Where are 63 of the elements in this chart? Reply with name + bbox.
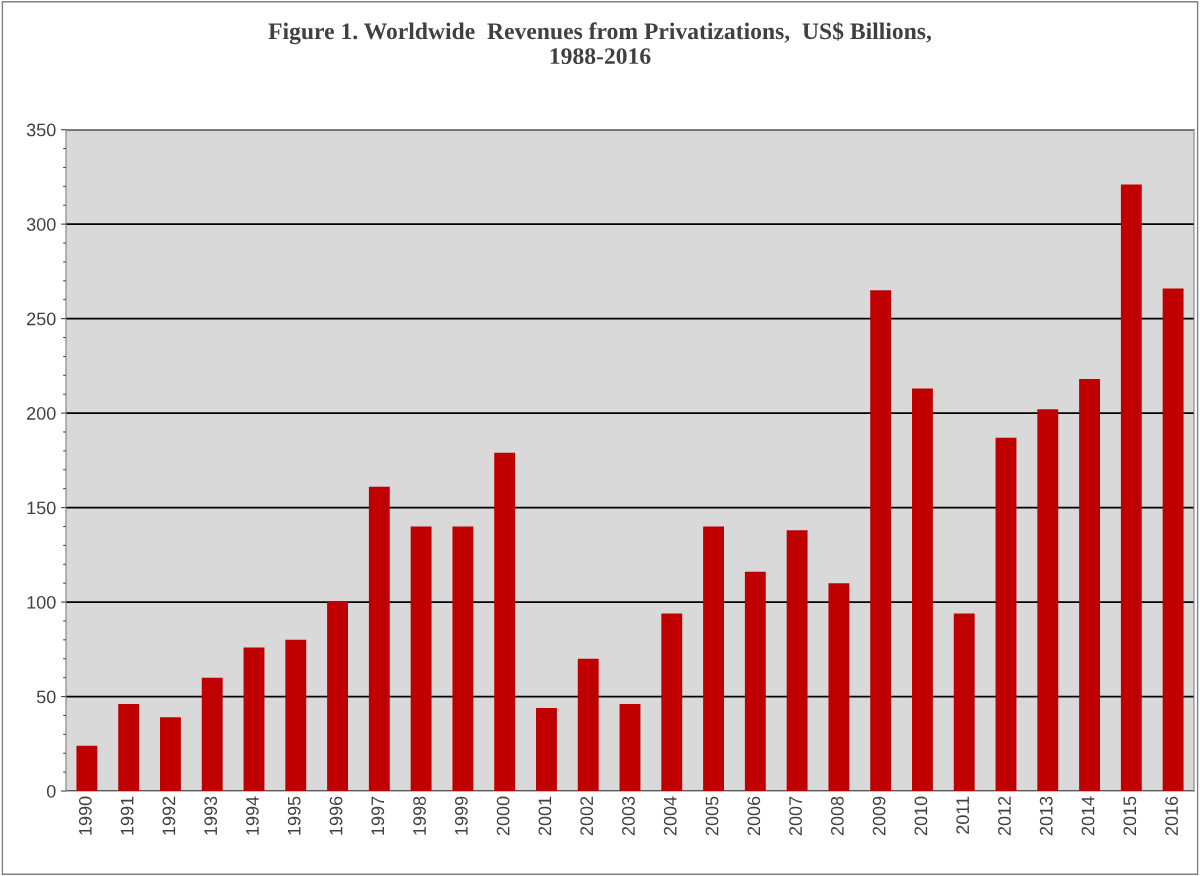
- x-tick-label: 2004: [663, 796, 677, 836]
- bar: [577, 658, 599, 792]
- bar: [786, 530, 808, 792]
- x-tick-label: 1994: [246, 796, 259, 835]
- x-tick-label: 2000: [496, 796, 510, 836]
- y-tick-label: 300: [26, 218, 56, 231]
- bar: [201, 677, 223, 792]
- x-tick-label: 2014: [1081, 796, 1095, 836]
- y-tick-label: 150: [27, 501, 56, 515]
- x-tick-label: 1996: [329, 796, 343, 835]
- bar: [76, 745, 98, 792]
- y-tick-label: 100: [27, 596, 56, 609]
- x-tick-label: 1993: [204, 796, 218, 835]
- x-tick-label: 2006: [747, 796, 761, 836]
- bar: [828, 583, 850, 792]
- y-tick-label: 50: [36, 690, 56, 704]
- x-tick-label: 1999: [454, 796, 468, 835]
- bar: [243, 647, 265, 792]
- bar: [327, 602, 348, 792]
- x-tick-label: 2015: [1123, 796, 1137, 836]
- y-tick-label: 250: [27, 312, 56, 326]
- bar: [1037, 409, 1059, 792]
- x-tick-label: 2002: [580, 796, 594, 836]
- x-tick-label: 2011: [956, 796, 970, 834]
- x-tick-label: 2008: [830, 796, 844, 836]
- x-tick-label: 1997: [371, 796, 385, 835]
- x-tick-label: 2005: [705, 796, 719, 836]
- x-tick-label: 2001: [538, 796, 552, 836]
- x-tick-label: 1991: [120, 796, 134, 835]
- x-tick-label: 1998: [413, 796, 426, 835]
- x-tick-label: 2012: [998, 796, 1011, 836]
- x-tick-label: 2009: [872, 796, 886, 836]
- x-tick-label: 2013: [1039, 796, 1053, 836]
- x-tick-label: 2016: [1165, 796, 1178, 836]
- bar: [661, 613, 683, 792]
- x-tick-label: 1990: [78, 796, 92, 835]
- x-tick-label: 1995: [287, 796, 301, 835]
- bar: [1162, 288, 1184, 792]
- y-tick-label: 200: [27, 407, 56, 420]
- bar: [536, 707, 557, 792]
- bar: [619, 704, 641, 792]
- bar: [118, 704, 140, 792]
- bar: [494, 452, 516, 792]
- chart-title: Figure 1. Worldwide Revenues from Privatizations, US$ Billions, 1988-2016: [268, 21, 931, 65]
- bar: [744, 571, 766, 792]
- x-tick-label: 1992: [162, 796, 176, 835]
- bar: [368, 486, 390, 792]
- bar: [953, 613, 975, 792]
- bar: [1079, 379, 1100, 792]
- bar: [912, 388, 933, 792]
- bar: [1120, 184, 1142, 792]
- bar: [995, 437, 1017, 792]
- y-tick-label: 350: [26, 123, 56, 137]
- x-tick-label: 2003: [622, 796, 635, 836]
- x-tick-label: 2010: [914, 796, 928, 836]
- bar: [452, 526, 474, 792]
- bar: [160, 717, 181, 792]
- bar: [703, 526, 724, 792]
- y-tick-label: 0: [46, 784, 56, 798]
- bar: [410, 526, 432, 792]
- x-tick-label: 2007: [789, 796, 802, 836]
- bar: [870, 290, 892, 792]
- bar: [285, 639, 307, 792]
